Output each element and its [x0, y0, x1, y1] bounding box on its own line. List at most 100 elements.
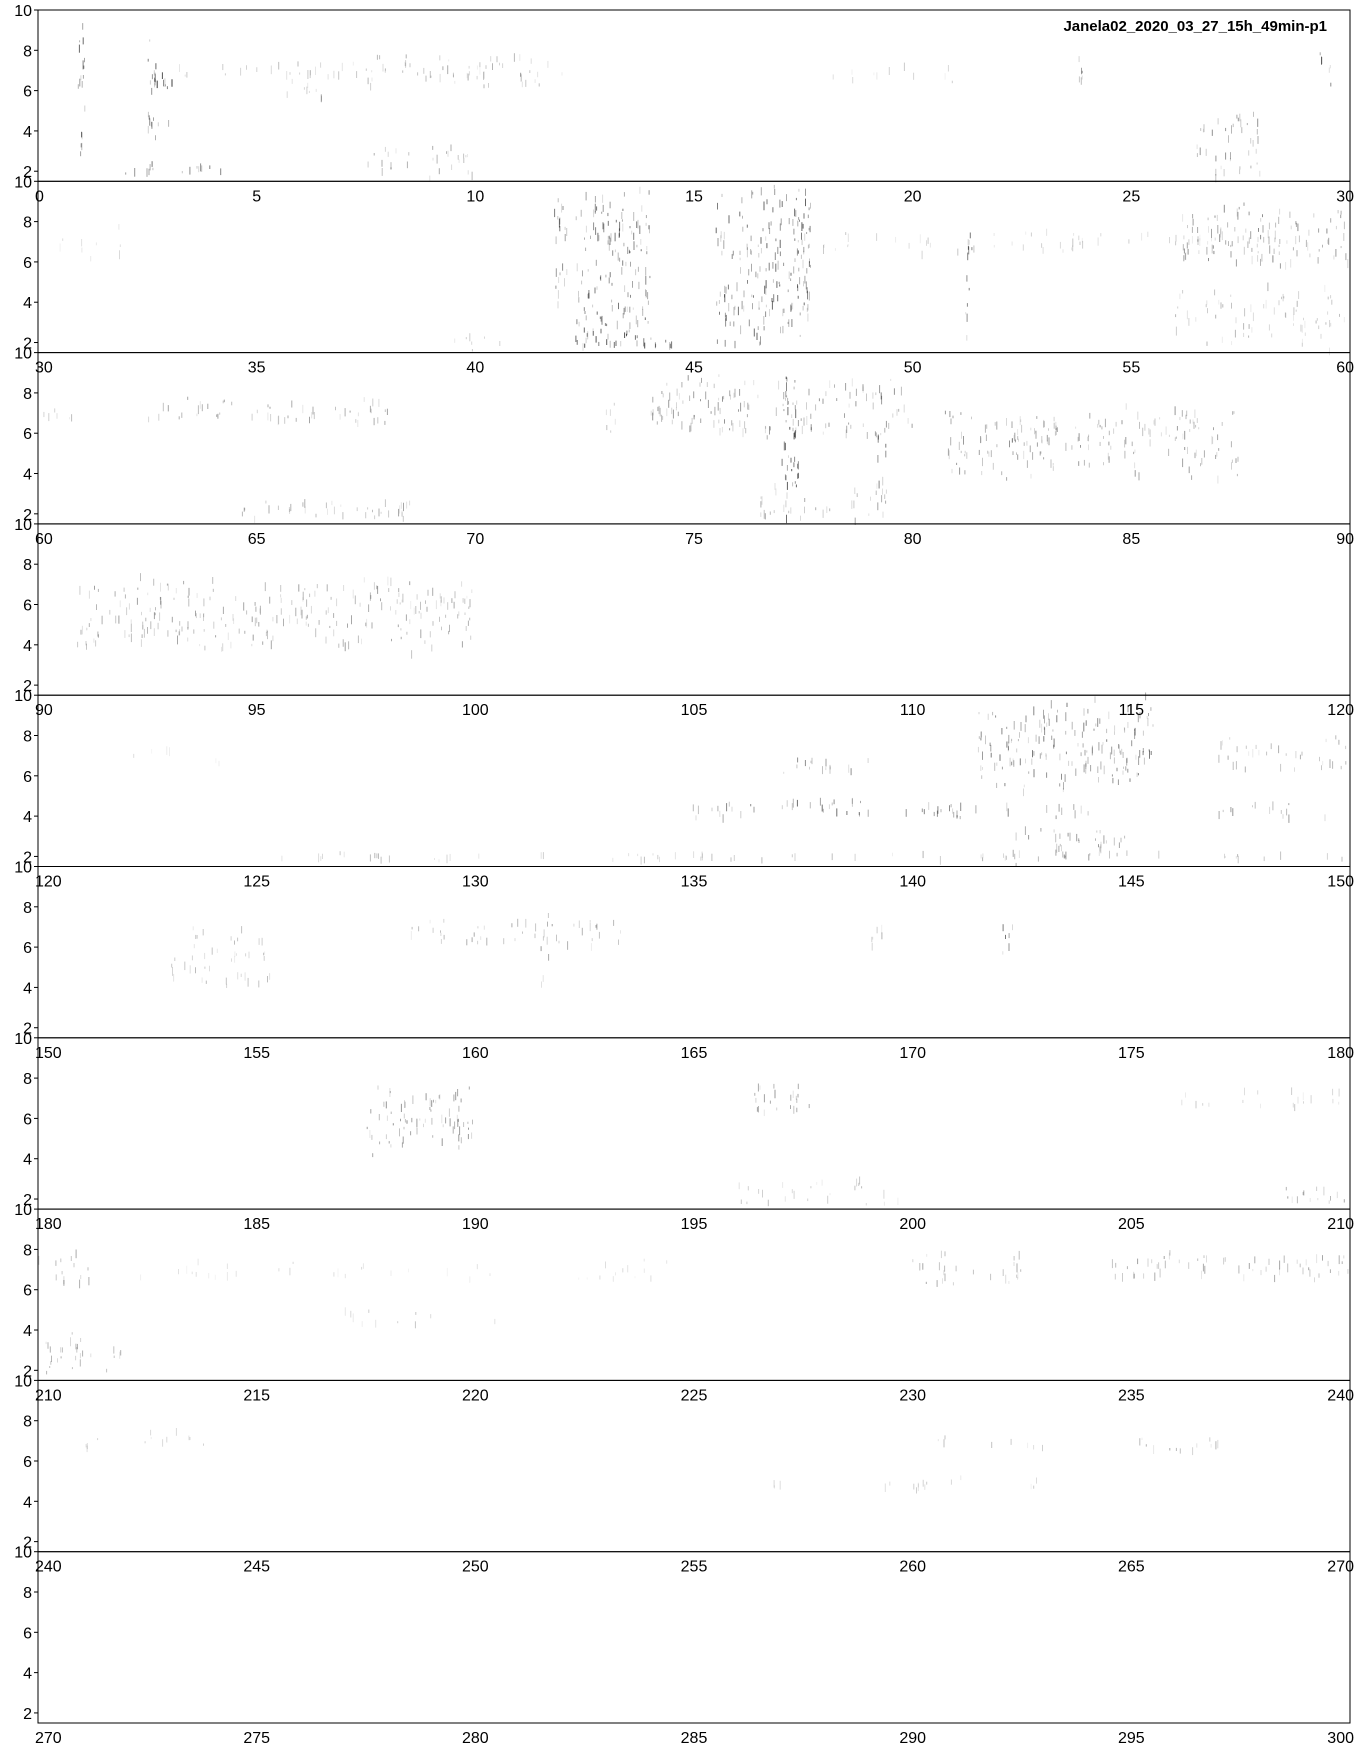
sound-event: [140, 1258, 668, 1283]
y-tick-label: 8: [23, 557, 32, 574]
y-tick-label: 10: [14, 346, 32, 363]
sound-event: [1218, 801, 1326, 823]
x-tick-label: 130: [462, 874, 489, 891]
y-tick-label: 6: [23, 1454, 32, 1471]
x-tick-label: 185: [243, 1216, 270, 1233]
x-tick-label: 120: [1327, 702, 1354, 719]
sound-event: [1139, 1437, 1219, 1456]
sound-event: [85, 1428, 204, 1453]
x-tick-label: 160: [462, 1045, 489, 1062]
x-tick-label: 105: [681, 702, 708, 719]
x-tick-label: 60: [1336, 360, 1354, 377]
sound-event: [154, 72, 173, 90]
sound-event: [692, 801, 755, 823]
sound-event: [650, 374, 913, 440]
x-tick-label: 95: [248, 702, 266, 719]
sound-event: [133, 746, 220, 767]
x-tick-label: 285: [681, 1730, 708, 1747]
x-tick-label: 20: [904, 188, 922, 205]
x-tick-label: 135: [681, 874, 708, 891]
y-tick-label: 6: [23, 769, 32, 786]
y-tick-label: 2: [23, 1021, 32, 1038]
y-tick-label: 6: [23, 426, 32, 443]
y-tick-label: 4: [23, 1152, 32, 1169]
x-tick-label: 240: [35, 1559, 62, 1576]
sound-event: [1196, 111, 1261, 183]
sound-event: [540, 913, 553, 988]
panel-frame: [37, 352, 1351, 525]
sound-event: [944, 403, 1239, 484]
x-tick-label: 265: [1118, 1559, 1145, 1576]
y-tick-label: 2: [23, 507, 32, 524]
sound-event: [1002, 924, 1013, 955]
sound-event: [832, 62, 953, 84]
x-tick-label: 10: [466, 188, 484, 205]
y-tick-label: 8: [23, 43, 32, 60]
y-tick-label: 2: [23, 164, 32, 181]
x-tick-label: 50: [904, 360, 922, 377]
x-tick-label: 140: [899, 874, 926, 891]
x-tick-label: 15: [685, 188, 703, 205]
y-tick-label: 4: [23, 1494, 32, 1511]
x-tick-label: 180: [1327, 1045, 1354, 1062]
y-tick-label: 8: [23, 1242, 32, 1259]
y-tick-label: 2: [23, 678, 32, 695]
y-tick-label: 10: [14, 1202, 32, 1219]
x-tick-label: 145: [1118, 874, 1145, 891]
y-tick-label: 8: [23, 215, 32, 232]
sound-event: [241, 499, 411, 523]
x-tick-label: 220: [462, 1387, 489, 1404]
x-tick-label: 60: [35, 531, 53, 548]
sound-event: [783, 757, 869, 776]
y-tick-label: 10: [14, 3, 32, 20]
sound-event: [1012, 826, 1128, 867]
y-tick-label: 10: [14, 1031, 32, 1048]
x-tick-label: 80: [904, 531, 922, 548]
x-tick-label: 170: [899, 1045, 926, 1062]
y-tick-label: 2: [23, 1706, 32, 1723]
x-tick-label: 150: [1327, 874, 1354, 891]
sound-event: [1285, 1186, 1345, 1204]
sound-event: [367, 144, 473, 181]
x-tick-label: 110: [900, 702, 926, 719]
y-tick-label: 6: [23, 1111, 32, 1128]
x-tick-label: 280: [462, 1730, 489, 1747]
sound-event: [871, 924, 883, 951]
x-tick-label: 225: [681, 1387, 708, 1404]
x-tick-label: 55: [1122, 360, 1140, 377]
y-tick-label: 4: [23, 1323, 32, 1340]
y-tick-label: 4: [23, 124, 32, 141]
sound-event: [1218, 735, 1347, 773]
x-tick-label: 90: [35, 702, 53, 719]
panel-frame: [37, 1379, 1351, 1553]
sound-event: [1181, 1087, 1340, 1112]
y-tick-label: 10: [14, 1373, 32, 1390]
x-tick-label: 180: [35, 1216, 62, 1233]
x-tick-label: 25: [1122, 188, 1140, 205]
x-tick-label: 255: [681, 1559, 708, 1576]
panel-frame: [37, 1551, 1351, 1724]
sound-event: [781, 376, 799, 524]
x-tick-label: 90: [1336, 531, 1354, 548]
panel-frame: [37, 523, 1351, 696]
sound-event: [171, 926, 271, 988]
sound-event: [43, 408, 73, 422]
y-tick-label: 10: [14, 174, 32, 191]
x-tick-label: 205: [1118, 1216, 1145, 1233]
sound-event: [905, 802, 1009, 820]
y-tick-label: 8: [23, 1585, 32, 1602]
sound-event: [179, 60, 563, 80]
x-tick-label: 250: [462, 1559, 489, 1576]
y-tick-label: 8: [23, 729, 32, 746]
x-tick-label: 290: [899, 1730, 926, 1747]
x-tick-label: 120: [35, 874, 62, 891]
x-tick-label: 215: [243, 1387, 270, 1404]
x-tick-label: 150: [35, 1045, 62, 1062]
sound-event: [454, 333, 501, 352]
x-tick-label: 190: [462, 1216, 489, 1233]
x-tick-label: 100: [462, 702, 489, 719]
y-tick-label: 4: [23, 295, 32, 312]
panel-frame: [37, 1037, 1351, 1210]
x-tick-label: 230: [899, 1387, 926, 1404]
